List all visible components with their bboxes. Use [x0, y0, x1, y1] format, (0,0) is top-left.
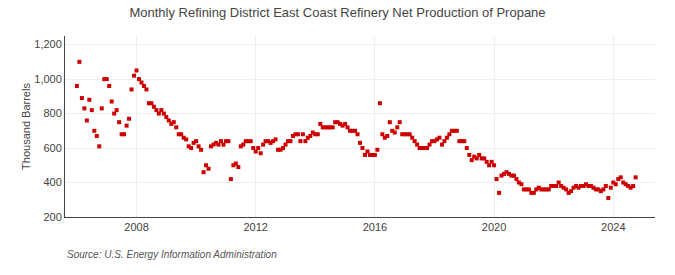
svg-text:600: 600: [43, 142, 61, 154]
svg-text:400: 400: [43, 176, 61, 188]
svg-text:1,000: 1,000: [34, 73, 62, 85]
svg-text:800: 800: [43, 107, 61, 119]
svg-text:Thousand Barrels: Thousand Barrels: [20, 83, 32, 170]
svg-text:2020: 2020: [482, 221, 506, 233]
svg-text:Monthly Refining District East: Monthly Refining District East Coast Ref…: [129, 5, 545, 20]
svg-text:2016: 2016: [363, 221, 387, 233]
svg-text:2008: 2008: [124, 221, 148, 233]
svg-text:2012: 2012: [243, 221, 267, 233]
svg-text:200: 200: [43, 211, 61, 223]
svg-text:Source: U.S. Energy Informatio: Source: U.S. Energy Information Administ…: [67, 249, 277, 260]
svg-text:1,200: 1,200: [34, 38, 62, 50]
svg-text:2024: 2024: [601, 221, 625, 233]
